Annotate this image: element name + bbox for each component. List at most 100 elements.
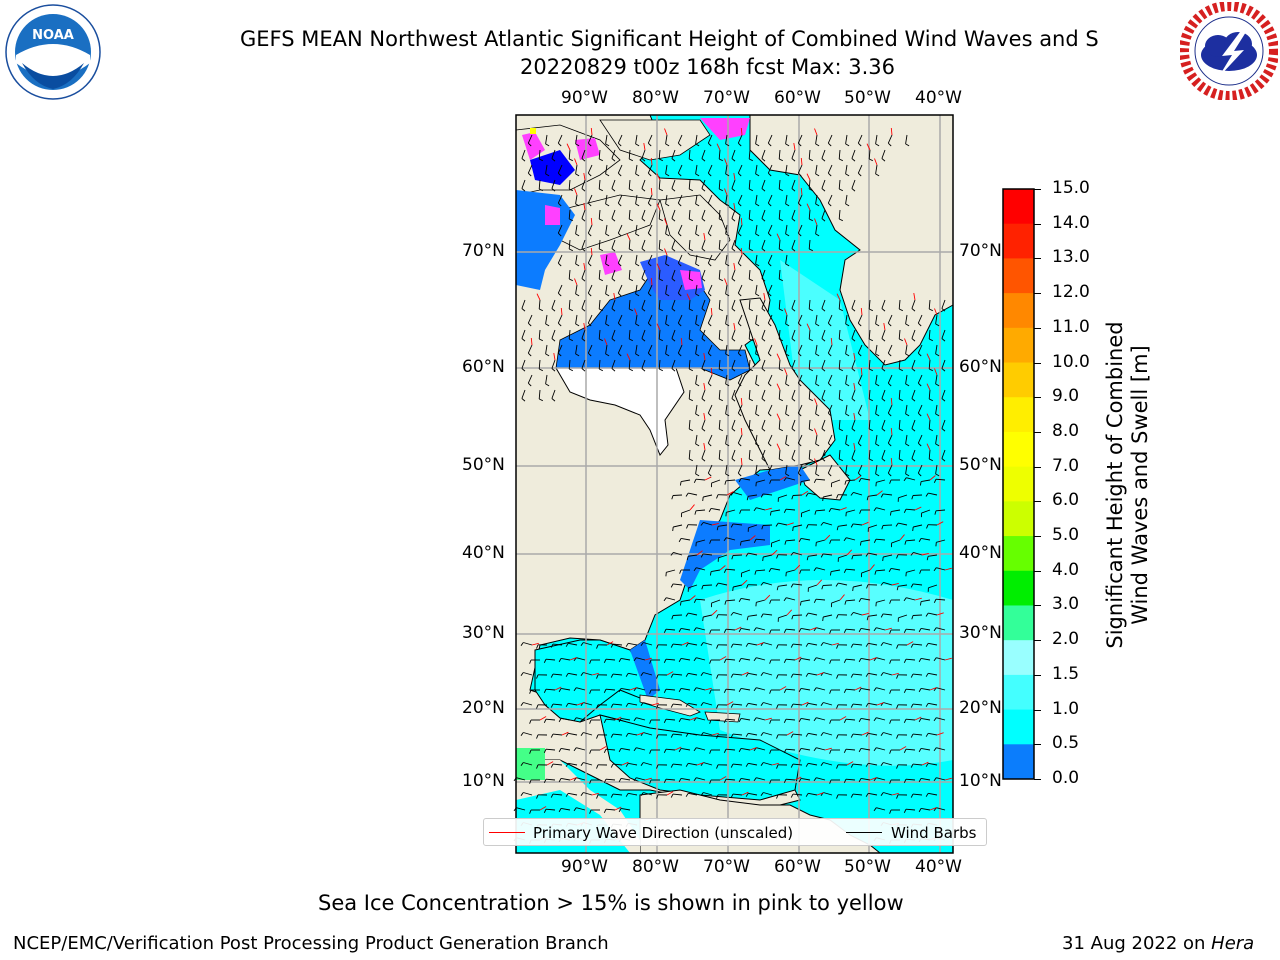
wind-barb [707,164,713,174]
wind-barb-flag [739,541,742,546]
wave-direction-arrow [764,717,772,721]
wind-barb [898,389,901,400]
wind-barb [921,807,931,811]
wind-barb-flag [896,554,899,559]
colorbar-tick-mark [1034,223,1041,225]
wind-barb [868,792,878,796]
wind-barb [861,569,871,574]
colorbar-segment [1003,466,1034,502]
wind-barb-flag [889,511,892,516]
wind-barb-flag [640,642,644,646]
colorbar-segment [1003,327,1034,364]
noaa-logo-text: NOAA [32,28,74,43]
wind-barb [793,583,803,586]
wave-direction-arrow [590,127,593,136]
wind-barb-flag [635,173,640,177]
wind-barb-flag [866,584,869,589]
wind-barb-flag [659,308,663,312]
wind-barb [763,762,773,766]
wind-barb [785,194,788,204]
wave-direction-arrow [846,761,854,766]
wind-barb [647,254,653,264]
wave-direction-arrow [656,203,661,211]
wind-barb [801,657,811,661]
wind-barb [808,209,811,220]
colorbar-tick-label: 6.0 [1052,490,1080,511]
wind-barb-flag [731,398,736,402]
wind-barb [672,793,683,796]
wind-barb-flag [543,779,547,783]
wind-barb-flag [700,732,704,736]
lat-label-left-50n: 50°N [462,455,505,475]
wind-barb [718,209,721,220]
wind-barb [671,179,676,189]
wind-barb [748,494,758,497]
wind-barb [707,134,713,144]
wind-barb-flag [769,599,772,604]
wind-barb [935,344,938,354]
wind-barb-flag [641,278,646,282]
wind-barb-flag [776,644,779,649]
wind-barb [557,164,563,174]
wave-direction-arrow [733,173,736,181]
wave-direction-arrow [740,457,743,466]
wind-barb [876,777,886,781]
wind-barb [737,434,743,444]
wind-barb [617,314,623,324]
wind-barb-flag [779,278,783,282]
wind-barb-flag [790,763,794,768]
wind-barb [891,539,901,544]
wind-barb [725,134,728,144]
map-title: GEFS MEAN Northwest Atlantic Significant… [240,27,1099,51]
wind-barb-flag [649,659,652,664]
wind-barb-flag [827,412,832,417]
wind-barb [905,539,916,542]
wind-barb-flag [755,473,760,477]
wind-barb-flag [625,703,629,707]
wind-barb-flag [723,779,727,783]
wind-barb [737,134,743,144]
wind-barb [551,359,556,369]
wind-barb-flag [791,248,796,252]
wind-barb [725,464,728,474]
wind-barb-flag [797,202,802,207]
wind-barb [635,254,638,264]
wind-barb [575,314,578,324]
wind-barb [801,509,811,514]
wind-barb [575,224,578,234]
wind-barb-flag [737,232,742,237]
wind-barb-flag [768,568,772,573]
wind-barb [605,224,608,234]
wind-barb-flag [903,689,907,693]
wind-barb-flag [665,143,670,147]
wind-barb [695,134,698,144]
wind-barb-flag [791,615,794,620]
wind-barb-flag [869,368,873,372]
wind-barb-flag [671,308,676,312]
wind-barb-flag [610,643,614,648]
wind-barb-flag [550,673,554,678]
wave-direction-arrow [839,594,845,601]
wind-barb-flag [677,352,682,357]
wind-barb-flag [587,232,592,237]
wind-barb [823,553,833,556]
wind-barb-flag [899,308,903,312]
wind-barb [808,584,818,589]
wave-direction-arrow [583,323,586,331]
wind-barb-flag [700,522,704,526]
wind-barb-flag [719,428,723,432]
wave-direction-arrow [576,702,584,706]
wind-barb-flag [580,792,584,796]
wind-barb [576,717,586,721]
wind-barb-flag [707,352,712,357]
wind-barb-flag [874,570,877,575]
wind-barb [552,703,563,706]
wind-barb [876,717,886,721]
wind-barb-flag [889,779,892,784]
wind-barb-flag [769,689,772,694]
wind-barb-flag [700,553,704,558]
wind-barb [853,491,863,496]
wind-barb-flag [725,143,730,147]
wind-barb-flag [693,777,697,782]
wind-barb [538,359,541,370]
